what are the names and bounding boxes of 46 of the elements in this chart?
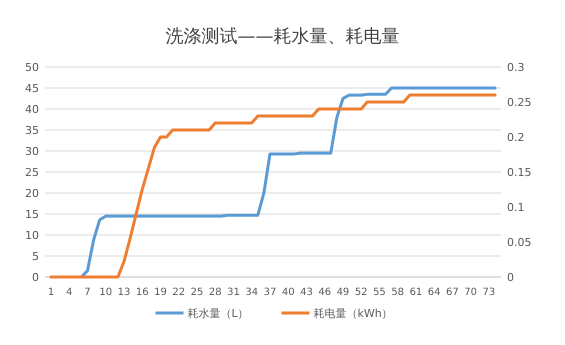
- x-tick-label: 52: [354, 287, 368, 298]
- y2-tick-label: 0: [507, 271, 514, 284]
- x-tick-label: 28: [208, 287, 222, 298]
- x-tick-label: 73: [482, 287, 496, 298]
- y-tick-label: 5: [32, 250, 39, 263]
- y-tick-label: 25: [25, 166, 39, 179]
- y2-tick-label: 0.15: [507, 166, 532, 179]
- legend-label: 耗水量（L）: [188, 307, 249, 320]
- x-tick-label: 40: [282, 287, 295, 298]
- x-tick-label: 49: [336, 287, 350, 298]
- y-tick-label: 50: [25, 61, 39, 74]
- y-tick-label: 15: [25, 208, 39, 221]
- x-tick-label: 64: [428, 287, 441, 298]
- x-tick-label: 13: [118, 287, 130, 298]
- x-tick-label: 61: [410, 287, 422, 298]
- x-tick-label: 46: [318, 287, 332, 298]
- x-tick-label: 19: [154, 287, 167, 298]
- x-tick-label: 67: [446, 287, 459, 298]
- y2-tick-label: 0.05: [507, 236, 532, 249]
- y-tick-label: 10: [25, 229, 39, 242]
- y2-tick-label: 0.1: [507, 201, 524, 214]
- x-tick-label: 37: [264, 287, 276, 298]
- x-tick-label: 70: [464, 287, 478, 298]
- y-tick-label: 35: [25, 124, 39, 137]
- y-tick-label: 40: [25, 103, 39, 116]
- x-tick-label: 22: [172, 287, 186, 298]
- x-tick-label: 58: [391, 287, 404, 298]
- x-tick-label: 7: [84, 287, 91, 298]
- x-tick-label: 4: [66, 287, 72, 298]
- chart-title: 洗涤测试——耗水量、耗电量: [166, 26, 400, 47]
- x-tick-label: 34: [245, 287, 258, 298]
- x-tick-label: 43: [300, 287, 313, 298]
- x-tick-label: 31: [227, 287, 240, 298]
- y2-tick-label: 0.2: [507, 131, 524, 144]
- y2-tick-label: 0.3: [507, 61, 524, 74]
- x-tick-label: 16: [136, 287, 149, 298]
- x-tick-label: 25: [190, 287, 204, 298]
- x-tick-label: 10: [99, 287, 112, 298]
- y-tick-label: 45: [25, 82, 39, 95]
- x-tick-label: 55: [373, 287, 386, 298]
- legend-label: 耗电量（kWh）: [314, 307, 393, 320]
- y-tick-label: 30: [25, 145, 39, 158]
- y2-tick-label: 0.25: [507, 96, 532, 109]
- y-tick-label: 20: [25, 187, 39, 200]
- x-tick-label: 1: [48, 287, 54, 298]
- y-tick-label: 0: [32, 271, 39, 284]
